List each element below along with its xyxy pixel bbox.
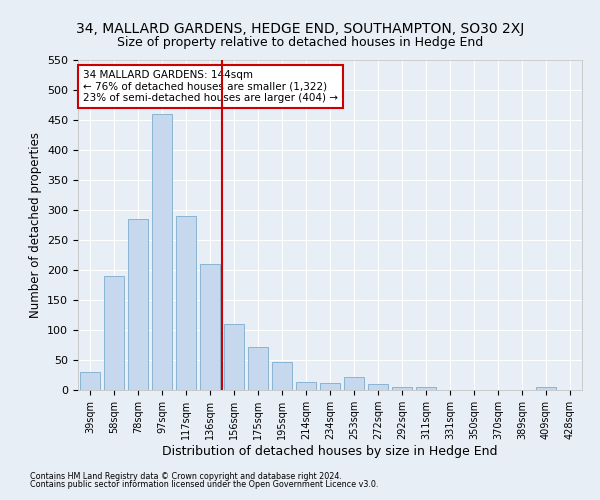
Text: Contains HM Land Registry data © Crown copyright and database right 2024.: Contains HM Land Registry data © Crown c…	[30, 472, 342, 481]
Bar	[104, 276, 124, 390]
Bar	[368, 384, 388, 390]
Bar	[152, 114, 172, 390]
Bar	[176, 216, 196, 390]
Bar	[416, 387, 436, 390]
Text: Size of property relative to detached houses in Hedge End: Size of property relative to detached ho…	[117, 36, 483, 49]
Text: 34, MALLARD GARDENS, HEDGE END, SOUTHAMPTON, SO30 2XJ: 34, MALLARD GARDENS, HEDGE END, SOUTHAMP…	[76, 22, 524, 36]
Bar	[272, 362, 292, 390]
Bar	[200, 264, 220, 390]
Bar	[80, 372, 100, 390]
Text: 34 MALLARD GARDENS: 144sqm
← 76% of detached houses are smaller (1,322)
23% of s: 34 MALLARD GARDENS: 144sqm ← 76% of deta…	[83, 70, 338, 103]
X-axis label: Distribution of detached houses by size in Hedge End: Distribution of detached houses by size …	[162, 445, 498, 458]
Bar	[224, 324, 244, 390]
Bar	[248, 347, 268, 390]
Bar	[128, 219, 148, 390]
Bar	[320, 383, 340, 390]
Bar	[392, 387, 412, 390]
Text: Contains public sector information licensed under the Open Government Licence v3: Contains public sector information licen…	[30, 480, 379, 489]
Bar	[296, 382, 316, 390]
Bar	[344, 377, 364, 390]
Y-axis label: Number of detached properties: Number of detached properties	[29, 132, 41, 318]
Bar	[536, 387, 556, 390]
